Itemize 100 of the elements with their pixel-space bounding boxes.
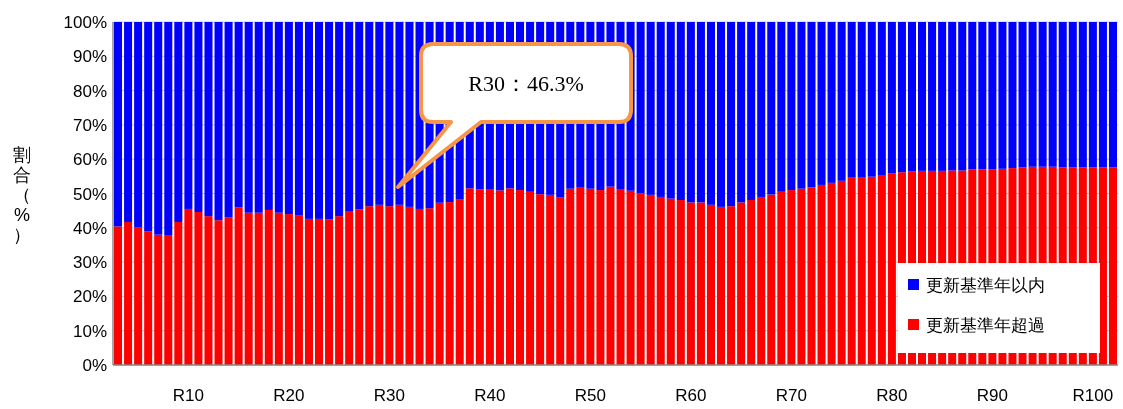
bar — [294, 215, 303, 365]
bar — [204, 22, 213, 217]
bar — [335, 216, 344, 365]
bar — [405, 22, 414, 207]
bar — [194, 212, 203, 365]
bar — [827, 22, 836, 183]
bar — [345, 210, 354, 365]
bar — [656, 22, 665, 197]
bar — [325, 22, 334, 220]
bar — [556, 197, 565, 365]
bar — [1038, 22, 1047, 167]
bar — [294, 22, 303, 216]
x-tick-label: R100 — [1072, 386, 1114, 405]
bar — [516, 190, 525, 365]
y-tick-label: 30% — [72, 253, 107, 273]
bar — [857, 22, 866, 178]
bar — [184, 208, 193, 365]
bar — [988, 22, 997, 170]
bar — [1058, 22, 1067, 168]
bar — [706, 22, 715, 205]
bar — [727, 22, 736, 207]
x-tick-label: R10 — [172, 386, 204, 405]
bar — [787, 190, 796, 365]
bar — [646, 22, 655, 195]
bar — [948, 22, 957, 171]
bar — [234, 207, 243, 365]
bar — [365, 22, 374, 207]
bar — [1098, 22, 1107, 168]
bar — [676, 200, 685, 365]
bar — [234, 22, 243, 208]
bar — [475, 189, 484, 365]
bar — [174, 221, 183, 365]
bar — [405, 206, 414, 365]
x-tick-label: R20 — [273, 386, 305, 405]
bar — [897, 22, 906, 173]
bar — [827, 182, 836, 365]
bar — [124, 22, 133, 222]
bar — [244, 22, 253, 213]
bar — [345, 22, 354, 211]
legend-label: 更新基準年以内 — [926, 276, 1045, 295]
bar — [928, 22, 937, 171]
x-tick-label: R60 — [675, 386, 707, 405]
bar — [124, 221, 133, 365]
bar — [114, 22, 123, 227]
bar — [274, 212, 283, 365]
bar — [355, 22, 364, 210]
bar — [284, 22, 293, 215]
x-tick-label: R90 — [976, 386, 1008, 405]
bar — [907, 22, 916, 172]
bar — [847, 177, 856, 365]
bar — [546, 194, 555, 365]
bar — [395, 22, 404, 205]
y-tick-label: 20% — [72, 287, 107, 307]
bar — [144, 22, 153, 232]
bar — [204, 216, 213, 365]
bar — [616, 189, 625, 365]
bar — [375, 22, 384, 205]
bar — [686, 22, 695, 203]
bar — [254, 212, 263, 365]
bar — [224, 22, 233, 218]
bar — [867, 176, 876, 365]
bar — [737, 22, 746, 203]
bar — [606, 186, 615, 365]
bar — [134, 227, 143, 365]
bar — [938, 22, 947, 171]
bar — [415, 208, 424, 365]
bar — [777, 191, 786, 365]
bar — [978, 22, 987, 170]
bar — [958, 22, 967, 171]
bar — [214, 22, 223, 221]
bar — [817, 22, 826, 185]
bar — [857, 177, 866, 365]
bar — [335, 22, 344, 217]
bar — [465, 188, 474, 365]
bar — [747, 200, 756, 365]
bar — [686, 202, 695, 365]
bar — [717, 206, 726, 365]
bar — [385, 206, 394, 365]
bar — [636, 22, 645, 194]
bar — [214, 220, 223, 365]
bar — [757, 22, 766, 197]
bar — [315, 218, 324, 365]
bar — [495, 190, 504, 365]
bar — [315, 22, 324, 219]
bar — [566, 188, 575, 365]
bar — [666, 198, 675, 365]
bar — [274, 22, 283, 213]
bar — [918, 22, 927, 171]
callout: R30：46.3% — [396, 42, 633, 189]
bar — [797, 188, 806, 365]
bar — [445, 202, 454, 365]
bar — [737, 202, 746, 365]
bar — [435, 202, 444, 365]
bar — [847, 22, 856, 178]
bar — [254, 22, 263, 213]
bar — [164, 235, 173, 365]
bar — [395, 204, 404, 365]
bar — [244, 212, 253, 365]
bar — [134, 22, 143, 228]
bar — [264, 22, 273, 210]
